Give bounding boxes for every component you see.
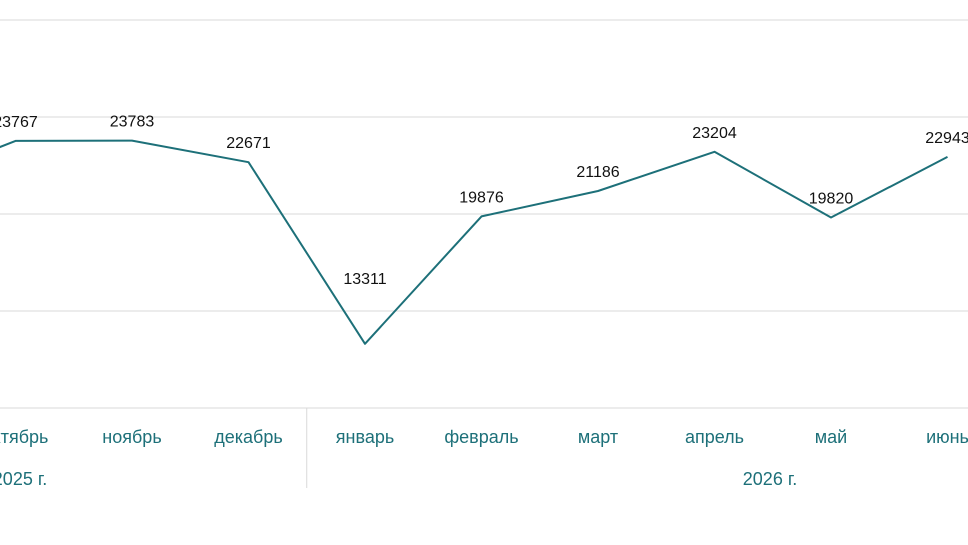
x-tick-label: май — [815, 427, 847, 447]
data-label: 19876 — [459, 189, 504, 206]
data-label: 21186 — [576, 164, 619, 181]
gridlines — [0, 19, 968, 409]
year-group-label: 2026 г. — [743, 469, 797, 489]
data-label: 19820 — [809, 190, 854, 207]
x-axis-year-groups: 2025 г. 2026 г. — [0, 408, 797, 489]
data-labels: 23767 23783 22671 13311 19876 21186 23204 19820… — [0, 114, 968, 288]
data-label: 23783 — [110, 114, 155, 131]
x-tick-label: апрель — [685, 427, 744, 447]
data-label: 22943 — [925, 130, 968, 147]
x-axis-tick-labels: октябрь ноябрь декабрь январь февраль март апр… — [0, 427, 968, 447]
x-tick-label: январь — [336, 427, 394, 447]
data-label: 13311 — [343, 271, 386, 288]
x-tick-label: июнь — [926, 427, 968, 447]
x-tick-label: февраль — [444, 427, 518, 447]
x-tick-label: ноябрь — [102, 427, 161, 447]
data-label: 23767 — [0, 114, 38, 131]
x-tick-label: март — [578, 427, 618, 447]
x-tick-label: октябрь — [0, 427, 48, 447]
data-label: 22671 — [226, 135, 271, 152]
x-tick-label: декабрь — [214, 427, 283, 447]
data-label: 23204 — [692, 125, 737, 142]
series-line — [0, 139, 948, 345]
year-group-label: 2025 г. — [0, 469, 47, 489]
